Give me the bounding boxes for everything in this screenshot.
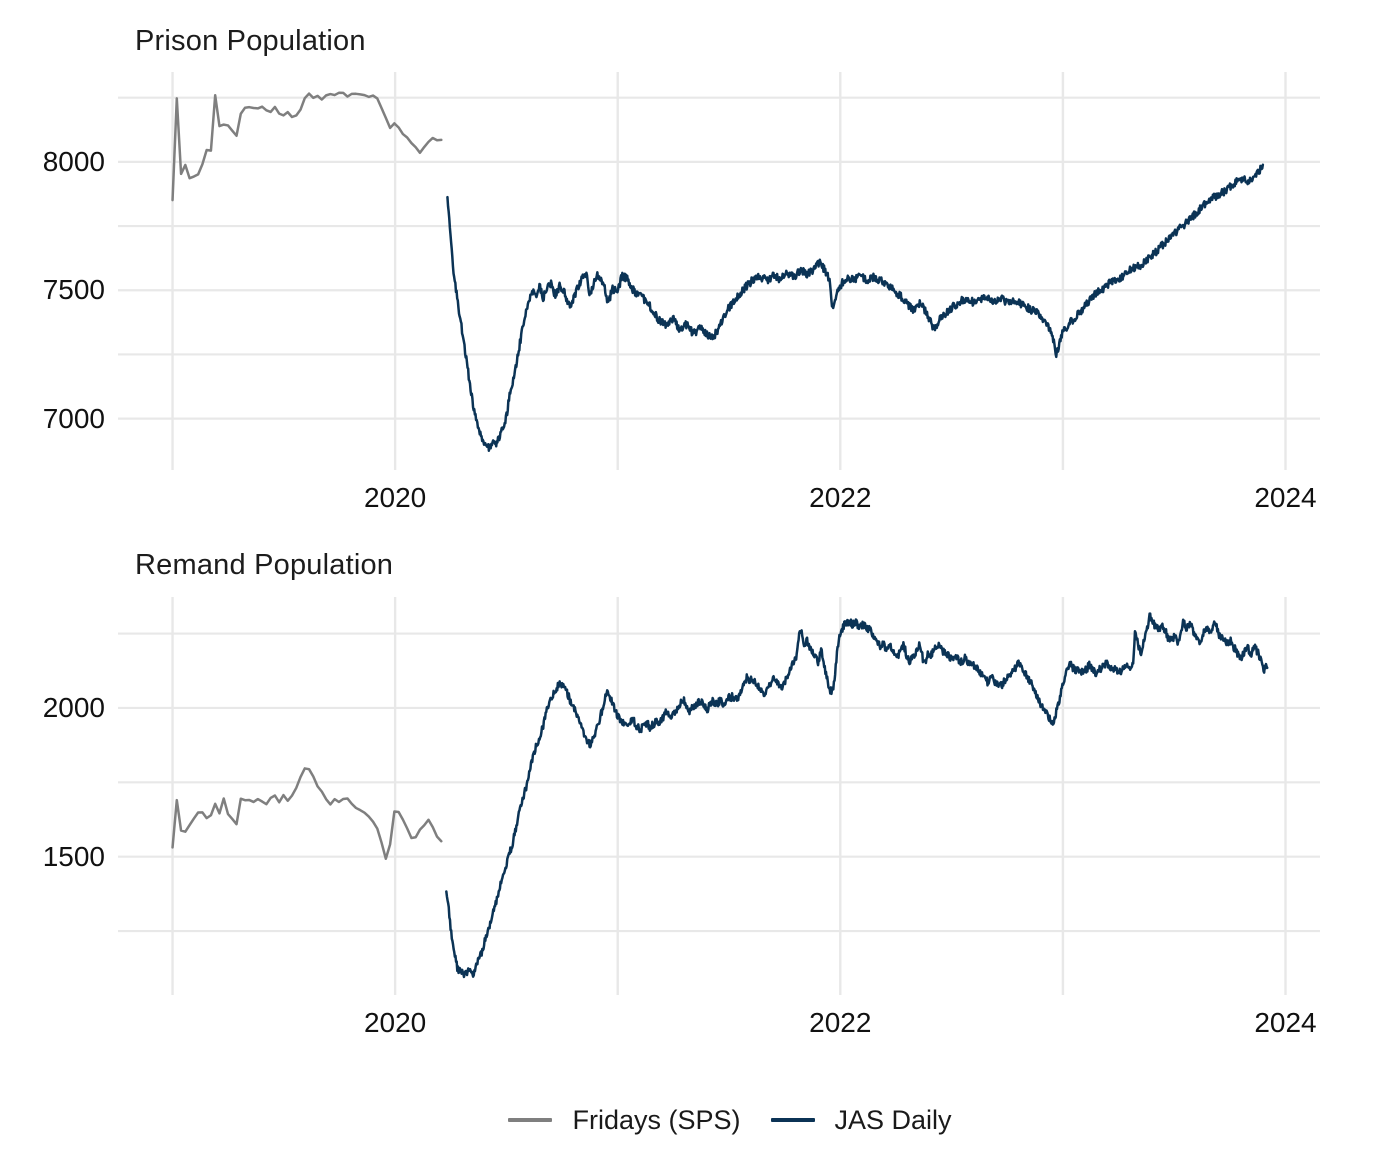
y-tick-label-7500: 7500 [42,274,105,306]
panel-title-remand-population: Remand Population [135,549,394,581]
legend-key-line-fridays-sps [508,1118,553,1122]
x-tick-label-2020-panel-0: 2020 [363,482,427,513]
gridlines-panel-0 [118,72,1320,470]
gridlines-panel-1 [118,597,1320,995]
x-tick-label-2022-panel-0: 2022 [809,482,872,513]
legend-item-fridays-sps: Fridays (SPS) [508,1104,741,1136]
x-tick-label-2020-panel-1: 2020 [363,1007,427,1038]
legend-item-jas-daily: JAS Daily [770,1104,952,1136]
series-line-jas-daily-panel-0 [446,163,1265,453]
y-tick-label-1500: 1500 [42,840,105,872]
series-line-fridays-sps-panel-0 [171,91,443,202]
legend-label-fridays-sps: Fridays (SPS) [572,1104,741,1135]
series-line-fridays-sps-panel-1 [171,767,443,860]
legend: Fridays (SPS) JAS Daily [0,1098,1388,1142]
legend-key-line-jas-daily [770,1118,815,1122]
x-tick-label-2024-panel-1: 2024 [1254,1007,1317,1038]
y-tick-label-8000: 8000 [42,145,105,177]
series-line-jas-daily-panel-1 [445,612,1269,979]
legend-label-jas-daily: JAS Daily [834,1104,952,1135]
x-tick-label-2022-panel-1: 2022 [809,1007,872,1038]
y-tick-label-2000: 2000 [42,691,105,723]
y-tick-label-7000: 7000 [42,402,105,434]
x-tick-label-2024-panel-0: 2024 [1254,482,1317,513]
panel-title-prison-population: Prison Population [135,25,366,57]
